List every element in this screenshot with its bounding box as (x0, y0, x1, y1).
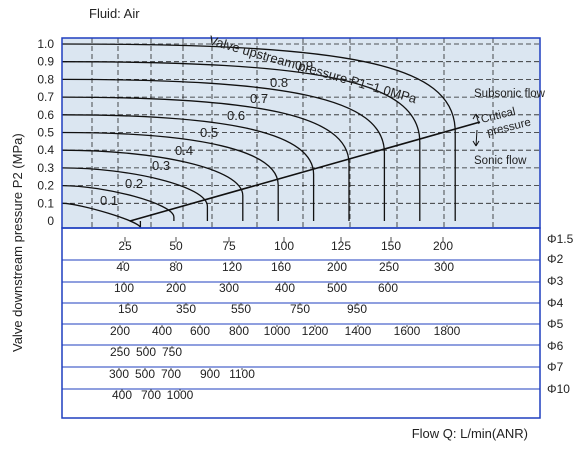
scale-tick-label: 900 (200, 367, 220, 381)
scale-tick-label: 500 (135, 367, 155, 381)
scale-tick-label: 1600 (394, 324, 421, 338)
scale-row-lines (62, 259, 540, 390)
scale-tick-label: 350 (176, 302, 196, 316)
scale-tick-label: 200 (433, 239, 453, 253)
x-axis-label: Flow Q: L/min(ANR) (412, 426, 528, 441)
y-tick-label: 0.8 (37, 72, 54, 86)
scale-tick-label: 50 (169, 239, 183, 253)
curve-label: 0.7 (250, 91, 268, 106)
diameter-label: Φ3 (547, 274, 564, 288)
pressure-curve (61, 96, 350, 221)
scale-tick-label: 700 (141, 388, 161, 402)
scale-tick-label: 1800 (434, 324, 461, 338)
scale-tick-label: 800 (229, 324, 249, 338)
scale-tick-label: 300 (109, 367, 129, 381)
y-tick-label: 0.4 (37, 143, 54, 157)
diameter-label: Φ5 (547, 317, 564, 331)
curve-label: 0.2 (125, 176, 143, 191)
critical-arrow-up (472, 113, 480, 125)
diameter-label: Φ7 (547, 360, 564, 374)
y-axis-label: Valve downstream pressure P2 (MPa) (10, 133, 25, 352)
curve-label: 0.3 (152, 158, 170, 173)
scale-tick-label: 500 (136, 345, 156, 359)
plot-area (61, 37, 541, 419)
curve-label: 0.5 (200, 125, 218, 140)
scale-tick-label: 400 (152, 324, 172, 338)
y-tick-label: 0.5 (37, 126, 54, 140)
flow-scales: 25 50 75 100 125 150 200 40 80 120 160 200 250 300 100… (109, 237, 461, 402)
curve-label: 0.6 (227, 108, 245, 123)
diameter-label: Φ10 (547, 382, 570, 396)
scale-tick-label: 25 (118, 239, 132, 253)
scale-tick-label: 300 (434, 260, 454, 274)
pressure-curve (61, 78, 386, 221)
scale-tick-label: 300 (219, 281, 239, 295)
scale-tick-label: 80 (169, 260, 183, 274)
scale-tick-label: 160 (271, 260, 291, 274)
curve-label: 0.9 (295, 58, 313, 73)
scale-tick-label: 600 (378, 281, 398, 295)
scale-tick-label: 400 (112, 388, 132, 402)
y-tick-label: 0.1 (37, 196, 54, 210)
scale-tick-label: 400 (275, 281, 295, 295)
curve-label: 0.4 (175, 143, 193, 158)
pressure-curve (61, 61, 421, 221)
y-tick-label: 0.6 (37, 108, 54, 122)
y-tick-label: 0.3 (37, 161, 54, 175)
scale-tick-label: 750 (290, 302, 310, 316)
pressure-curve (61, 167, 209, 221)
critical-pressure-line (129, 121, 481, 222)
scale-frame (61, 227, 541, 419)
y-tick-label: 0.7 (37, 90, 54, 104)
scale-tick-label: 100 (274, 239, 294, 253)
pressure-curve (61, 43, 456, 221)
y-tick-label: 1.0 (37, 37, 54, 51)
scale-tick-label: 1000 (167, 388, 194, 402)
scale-tick-label: 75 (222, 239, 236, 253)
scale-tick-label: 200 (327, 260, 347, 274)
scale-tick-label: 250 (379, 260, 399, 274)
curve-label: 0.1 (100, 193, 118, 208)
scale-tick-label: 150 (118, 302, 138, 316)
y-tick-label: 0.9 (37, 55, 54, 69)
y-tick-label: 0 (47, 214, 54, 228)
scale-tick-label: 700 (161, 367, 181, 381)
fluid-label: Fluid: Air (89, 6, 140, 21)
subsonic-flow-label: Subsonic flow (474, 88, 546, 100)
scale-tick-label: 500 (327, 281, 347, 295)
scale-tick-label: 950 (347, 302, 367, 316)
diameter-label: Φ6 (547, 339, 564, 353)
y-axis-ticks: 0 0.1 0.2 0.3 0.4 0.5 0.6 0.7 0.8 0.9 1.0 (37, 37, 54, 228)
y-tick-label: 0.2 (37, 179, 54, 193)
scale-tick-label: 100 (114, 281, 134, 295)
scale-tick-label: 550 (231, 302, 251, 316)
scale-tick-label: 125 (331, 239, 351, 253)
plot-background (62, 38, 540, 228)
scale-tick-label: 150 (381, 239, 401, 253)
pressure-curve (61, 149, 244, 221)
diameter-labels: Φ1.5 Φ2 Φ3 Φ4 Φ5 Φ6 Φ7 Φ10 (547, 232, 574, 396)
scale-tick-label: 750 (162, 345, 182, 359)
scale-tick-label: 1000 (264, 324, 291, 338)
diameter-label: Φ4 (547, 296, 564, 310)
curve-label: 0.8 (270, 75, 288, 90)
scale-tick-label: 40 (116, 260, 130, 274)
scale-tick-label: 1200 (302, 324, 329, 338)
scale-tick-label: 1100 (229, 367, 255, 381)
diameter-label: Φ1.5 (547, 232, 574, 246)
scale-tick-label: 600 (190, 324, 210, 338)
scale-tick-label: 120 (222, 260, 242, 274)
critical-arrow-down (472, 129, 480, 147)
scale-tick-label: 1400 (345, 324, 372, 338)
diameter-label: Φ2 (547, 252, 564, 266)
pressure-curve (61, 114, 315, 221)
sonic-flow-label: Sonic flow (474, 155, 527, 167)
annotations: Subsonic flow Critical pressure Sonic fl… (472, 88, 546, 167)
scale-tick-label: 250 (110, 345, 130, 359)
scale-tick-label: 200 (166, 281, 186, 295)
pressure-curve (61, 131, 279, 221)
pressure-curve (61, 184, 175, 221)
scale-tick-label: 200 (110, 324, 130, 338)
